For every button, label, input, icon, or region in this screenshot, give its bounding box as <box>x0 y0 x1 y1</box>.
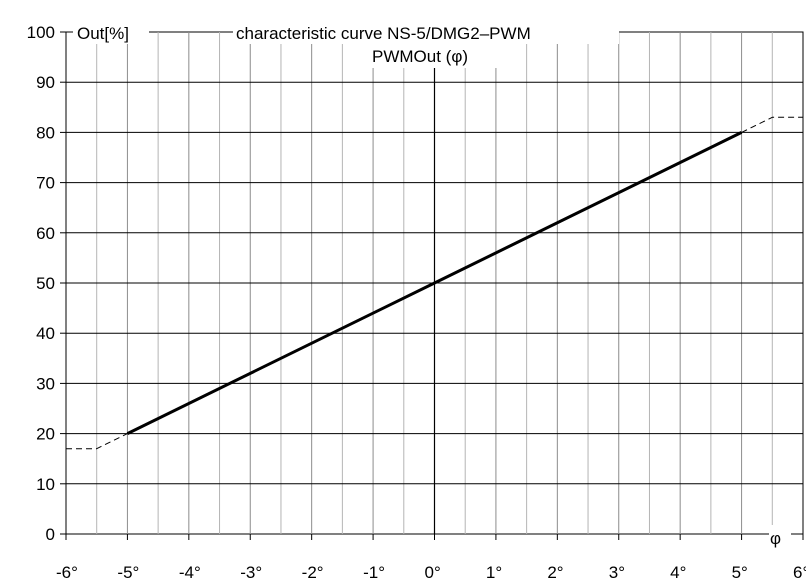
chart-subtitle: PWMOut (φ) <box>372 47 468 66</box>
series-layer <box>66 116 803 450</box>
x-tick-label: -5° <box>117 563 139 579</box>
x-axis-label: φ <box>770 529 781 548</box>
y-tick-label: 20 <box>36 425 55 444</box>
y-axis-label: Out[%] <box>77 24 129 43</box>
y-tick-label: 30 <box>36 374 55 393</box>
x-tick-label: -2° <box>302 563 324 579</box>
tick-labels: 0 10 20 30 40 50 60 70 80 90 100 -6° -5° -4° -3° -2° -1°… <box>27 23 806 579</box>
series-line-solid <box>126 131 743 435</box>
series-line-dashed <box>66 433 128 450</box>
x-tick-label: 4° <box>670 563 686 579</box>
x-tick-label: -4° <box>179 563 201 579</box>
y-tick-label: 10 <box>36 475 55 494</box>
y-tick-label: 70 <box>36 174 55 193</box>
x-axis-label-bg <box>769 525 791 547</box>
subtitle-bg <box>364 44 514 68</box>
x-tick-label: 2° <box>547 563 563 579</box>
title-bg <box>233 22 619 44</box>
y-tick-label: 100 <box>27 23 55 42</box>
x-tick-label: 0° <box>425 563 441 579</box>
chart-title: characteristic curve NS-5/DMG2–PWM <box>236 24 531 43</box>
y-tick-label: 80 <box>36 123 55 142</box>
x-tick-label: 3° <box>609 563 625 579</box>
y-tick-label: 90 <box>36 73 55 92</box>
series-line-dashed <box>741 116 803 133</box>
y-tick-label: 0 <box>46 525 55 544</box>
x-tick-label: 1° <box>486 563 502 579</box>
y-tick-label: 60 <box>36 224 55 243</box>
y-tick-label: 40 <box>36 324 55 343</box>
x-tick-label: 6° <box>793 563 806 579</box>
x-tick-label: 5° <box>732 563 748 579</box>
x-tick-label: -3° <box>240 563 262 579</box>
x-tick-label: -1° <box>363 563 385 579</box>
y-tick-label: 50 <box>36 274 55 293</box>
x-tick-label: -6° <box>56 563 78 579</box>
y-axis-label-bg <box>73 22 149 44</box>
